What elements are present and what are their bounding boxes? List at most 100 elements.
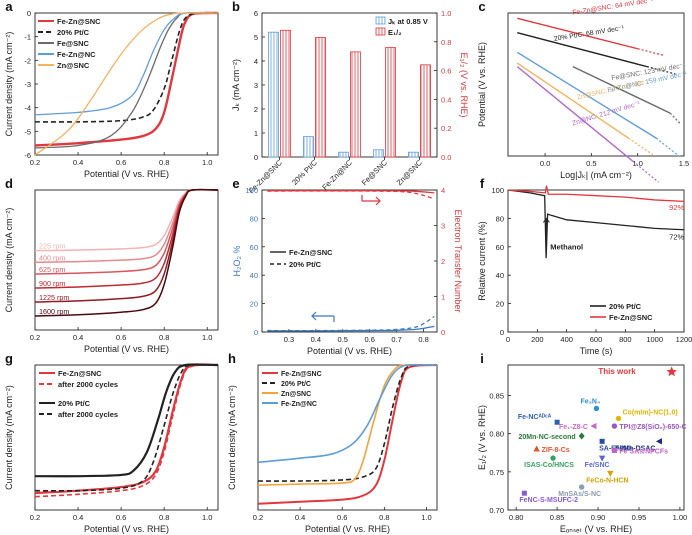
y-axis-label: Current density (mA cm⁻²) — [4, 32, 14, 137]
y2-tick-label: 4 — [441, 186, 445, 195]
x-tick-label: 0.90 — [591, 513, 606, 522]
point-square — [599, 438, 605, 444]
point-square — [554, 419, 560, 425]
series-line — [507, 185, 685, 203]
y2-tick-label: 0.2 — [441, 124, 451, 133]
series-line — [34, 364, 219, 498]
point-label: Fe SAs/NPCFs — [619, 448, 668, 455]
panel-letter: c — [478, 0, 485, 14]
x-tick-label: 1.0 — [202, 513, 212, 522]
x-tick-label: 600 — [590, 335, 603, 344]
legend-label: 20% Pt/C — [281, 381, 311, 388]
panel-letter: g — [5, 351, 13, 366]
panel-i: i 0.80 0.85 0.90 0.95 1.00 Eₒₙₛₑₜ (V vs. RHE) 0… — [477, 351, 687, 534]
x-axis-label: Potential (V vs. RHE) — [84, 344, 169, 354]
legend-label: Fe-Zn@SNC — [57, 17, 101, 26]
y2-tick-label: 3 — [441, 222, 445, 231]
y-tick-label: 5 — [254, 33, 258, 42]
y-tick-label: 0.70 — [489, 506, 504, 515]
x-tick-label: 0.4 — [73, 513, 83, 522]
y-axis-label: Current density (mA cm⁻²) — [4, 385, 14, 490]
point-triangle-left — [655, 438, 662, 445]
rpm-label: 225 rpm — [39, 242, 65, 251]
y-tick-label: 60 — [250, 243, 258, 252]
y-tick-label: -3 — [24, 80, 31, 89]
y-tick-label: 20 — [250, 300, 258, 309]
y-tick-label: 20 — [496, 300, 504, 309]
tafel-line — [516, 51, 657, 139]
panel-c: c 0.0 0.5 1.0 1.5 Log|Jₖ| (mA cm⁻²) Potential … — [477, 0, 689, 183]
plot-frame — [34, 189, 219, 331]
legend-label: 20% Pt/C — [57, 28, 90, 37]
point-label: ZIF-8-Cs — [542, 447, 570, 454]
legend-label: after 2000 cycles — [58, 410, 118, 419]
legend-swatch — [375, 16, 386, 25]
panel-f: f 0 200 400 600 800 1000 1200 Time (s) 0 20 40 60 80 1… — [477, 176, 692, 356]
series-line — [34, 363, 219, 478]
tafel-fit — [628, 137, 654, 156]
x-axis-label: Potential (V vs. RHE) — [307, 346, 392, 356]
plot-frame — [507, 364, 685, 511]
panel-letter: b — [232, 0, 240, 14]
y-axis-label: Current density (mA cm⁻²) — [4, 208, 14, 313]
x-tick-label: 0.6 — [116, 333, 126, 342]
x-tick-label: 0.2 — [30, 513, 40, 522]
x-tick-label: 0.0 — [540, 159, 550, 168]
panel-h: h 0.2 0.4 0.6 0.8 1.0 Potential (V vs. RHE) Cur… — [227, 351, 438, 534]
panel-d: d 0.2 0.4 0.6 0.8 1.0 Potential (V vs. RHE) Cur… — [4, 176, 219, 354]
y-tick-label: 100 — [245, 186, 258, 195]
x-tick-label: 0.6 — [337, 513, 347, 522]
bar-jk — [303, 136, 314, 158]
arrow-left — [311, 311, 335, 322]
bar-jk — [338, 151, 349, 158]
tafel-line — [517, 17, 638, 50]
point-label: Fe/SNC — [585, 462, 610, 469]
panel-g: g 0.2 0.4 0.6 0.8 1.0 Potential (V vs. RHE) Cur… — [4, 351, 219, 534]
x-tick-label: 0.85 — [550, 513, 565, 522]
panel-letter: a — [5, 0, 13, 14]
plot-frame — [34, 364, 219, 511]
series-line — [34, 188, 219, 264]
x-tick-label: 0.4 — [73, 333, 83, 342]
point-triangle — [533, 445, 540, 452]
panel-letter: h — [228, 351, 236, 366]
panel-e: e 0.3 0.4 0.5 0.6 0.7 0.8 Potential (V vs. RHE)… — [232, 176, 463, 356]
legend-label: Fe-Zn@SNC — [281, 371, 322, 378]
point-label: 20Mn-NC-second — [518, 434, 575, 441]
panel-b: b 0 1 2 3 4 5 6 Jₖ (mA cm⁻²) 0.0 0.2 0.4 0.6 0.8 1.0 E₁… — [231, 0, 469, 195]
rpm-label: 1225 rpm — [39, 293, 69, 302]
x-axis-label: Eₒₙₛₑₜ (V vs. RHE) — [560, 524, 632, 534]
y-tick-label: 0 — [27, 9, 31, 18]
series-line — [34, 188, 219, 317]
y-tick-label: 0.85 — [489, 392, 504, 401]
y-tick-label: 0 — [254, 153, 258, 162]
plot-frame — [507, 12, 685, 157]
series-line — [34, 12, 219, 116]
x-tick-label: 1.0 — [632, 159, 642, 168]
series-line — [257, 363, 438, 486]
bar-jk — [408, 151, 419, 158]
legend-label: Fe-Zn@SNC — [289, 248, 333, 257]
tafel-line — [517, 31, 648, 68]
legend-swatch — [375, 27, 386, 36]
x-tick-label: 0.2 — [253, 513, 263, 522]
y-tick-label: 2 — [254, 105, 258, 114]
x-tick-label: 0.8 — [159, 158, 169, 167]
y-axis-label: Jₖ (mA cm⁻²) — [231, 59, 241, 111]
series-line — [34, 12, 219, 156]
legend-label: Fe-Zn@NC — [281, 401, 317, 408]
y-tick-label: 3 — [254, 81, 258, 90]
point-circle — [550, 455, 556, 461]
x-axis-label: Potential (V vs. RHE) — [84, 169, 169, 179]
point-label: FeNC-S-MSUFC-2 — [519, 497, 578, 504]
panel-letter: d — [5, 176, 13, 191]
bar-e12 — [385, 47, 396, 158]
annotation: Methanol — [550, 243, 583, 252]
x-tick-label: 1.0 — [421, 513, 431, 522]
x-tick-label: 0.7 — [391, 335, 401, 344]
x-tick-label: 0.6 — [364, 335, 374, 344]
x-axis-label: Potential (V vs. RHE) — [84, 524, 169, 534]
tafel-line — [516, 66, 634, 162]
bar-e12 — [420, 64, 431, 158]
